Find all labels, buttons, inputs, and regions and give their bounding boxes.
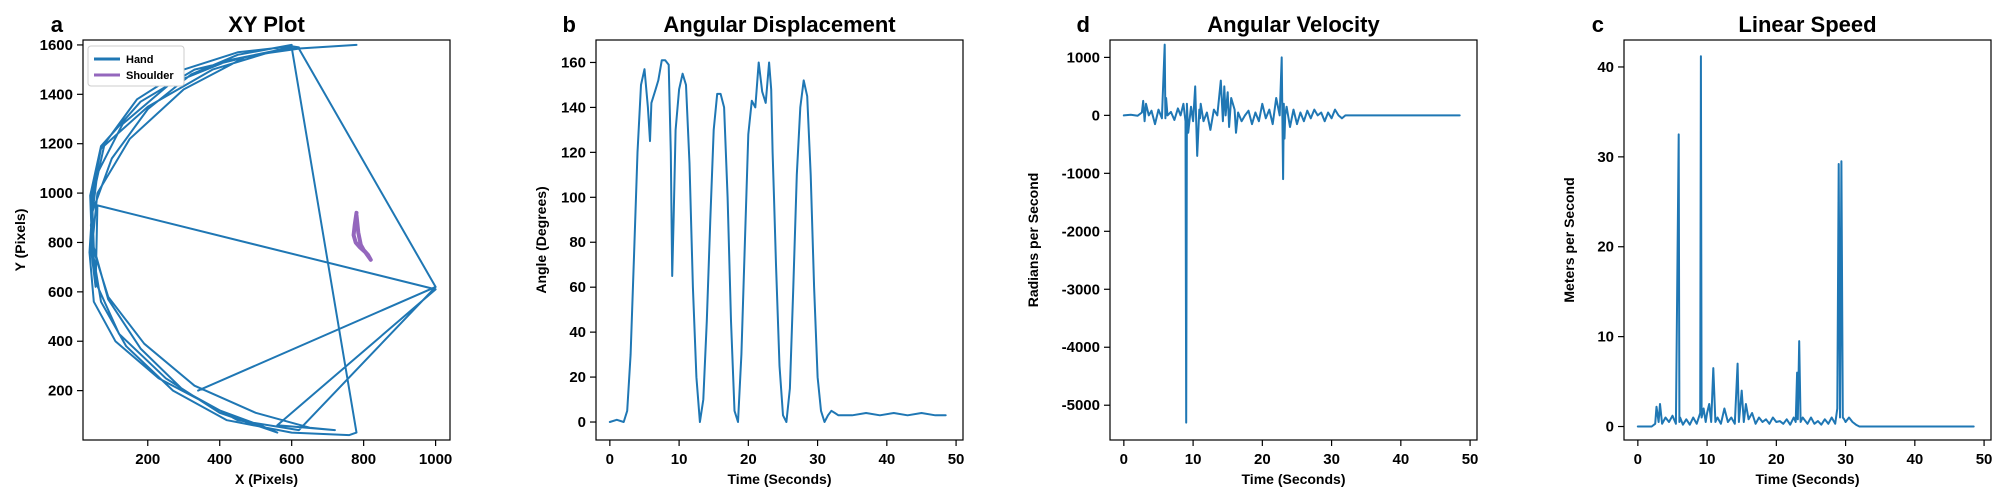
chart-title: Linear Speed xyxy=(1738,12,1876,37)
x-tick-label: 200 xyxy=(135,451,160,468)
x-tick-label: 1000 xyxy=(419,451,452,468)
chart-panel-speed: 0 10 20 30 40 50 0 10 20 30 40 Linear Speed c Time (S… xyxy=(1561,12,1992,487)
x-tick-label: 50 xyxy=(1976,451,1993,468)
x-axis-label: Time (Seconds) xyxy=(728,471,832,487)
axes-frame xyxy=(595,39,964,441)
y-tick-label: 60 xyxy=(569,279,586,296)
x-tick-label: 30 xyxy=(1323,451,1340,468)
axes-frame xyxy=(1623,39,1992,441)
x-tick-label: 10 xyxy=(1185,451,1202,468)
series-line-speed-0 xyxy=(1636,55,1975,428)
x-axis-label: Time (Seconds) xyxy=(1242,471,1346,487)
x-tick-label: 50 xyxy=(1462,451,1479,468)
y-tick-label: 600 xyxy=(48,284,73,301)
axes-frame xyxy=(82,39,451,441)
y-tick-label: 1400 xyxy=(40,86,73,103)
series-line-angle-0 xyxy=(608,59,947,423)
y-tick-label: 1000 xyxy=(1067,49,1100,66)
axes-frame xyxy=(1109,39,1478,441)
y-tick-label: 30 xyxy=(1597,149,1614,166)
x-tick-label: 50 xyxy=(948,451,965,468)
y-tick-label: -1000 xyxy=(1062,165,1100,182)
x-tick-label: 600 xyxy=(279,451,304,468)
y-tick-label: 400 xyxy=(48,333,73,350)
chart-title: Angular Velocity xyxy=(1207,12,1380,37)
y-tick-label: -4000 xyxy=(1062,339,1100,356)
y-axis-label: Angle (Degrees) xyxy=(533,186,549,293)
chart-panel-angle: 0 10 20 30 40 50 0 20 40 60 80 100 120 140 160 Angular … xyxy=(533,12,964,487)
x-tick-label: 0 xyxy=(1120,451,1128,468)
x-tick-label: 30 xyxy=(809,451,826,468)
y-tick-label: 40 xyxy=(569,324,586,341)
x-tick-label: 40 xyxy=(878,451,895,468)
panel-letter: d xyxy=(1077,12,1090,37)
panel-letter: c xyxy=(1592,12,1604,37)
y-tick-label: 120 xyxy=(561,144,586,161)
y-tick-label: 20 xyxy=(569,369,586,386)
y-tick-label: 0 xyxy=(578,414,586,431)
x-tick-label: 40 xyxy=(1392,451,1409,468)
panel-letter: a xyxy=(51,12,64,37)
chart-title: XY Plot xyxy=(228,12,305,37)
y-tick-label: 1200 xyxy=(40,136,73,153)
legend-entry: Hand xyxy=(126,54,154,66)
y-tick-label: 200 xyxy=(48,383,73,400)
x-axis-label: X (Pixels) xyxy=(235,471,298,487)
y-tick-label: 0 xyxy=(1092,107,1100,124)
y-tick-label: 1600 xyxy=(40,37,73,54)
y-tick-label: 20 xyxy=(1597,239,1614,256)
x-tick-label: 30 xyxy=(1837,451,1854,468)
y-tick-label: 1000 xyxy=(40,185,73,202)
x-tick-label: 10 xyxy=(1699,451,1716,468)
y-tick-label: 100 xyxy=(561,189,586,206)
y-tick-label: 140 xyxy=(561,99,586,116)
y-axis-label: Meters per Second xyxy=(1561,177,1577,302)
chart-panel-velocity: 0 10 20 30 40 50 -5000 -4000 -3000 -2000 -1000 0 100… xyxy=(1025,12,1478,487)
y-tick-label: -3000 xyxy=(1062,281,1100,298)
x-tick-label: 20 xyxy=(740,451,757,468)
y-tick-label: 0 xyxy=(1606,419,1614,436)
chart-title: Angular Displacement xyxy=(663,12,896,37)
y-tick-label: 160 xyxy=(561,54,586,71)
y-tick-label: 80 xyxy=(569,234,586,251)
x-tick-label: 20 xyxy=(1254,451,1271,468)
x-tick-label: 400 xyxy=(207,451,232,468)
series-line-xy-1 xyxy=(351,210,373,262)
y-tick-label: 800 xyxy=(48,234,73,251)
x-tick-label: 10 xyxy=(671,451,688,468)
x-tick-label: 20 xyxy=(1768,451,1785,468)
y-tick-label: -5000 xyxy=(1062,397,1100,414)
y-tick-label: 10 xyxy=(1597,329,1614,346)
x-tick-label: 800 xyxy=(351,451,376,468)
legend-entry: Shoulder xyxy=(126,70,174,82)
series-line-xy-0 xyxy=(88,43,437,437)
y-axis-label: Y (Pixels) xyxy=(12,209,28,272)
x-axis-label: Time (Seconds) xyxy=(1756,471,1860,487)
x-tick-label: 0 xyxy=(606,451,614,468)
y-tick-label: 40 xyxy=(1597,59,1614,76)
panel-letter: b xyxy=(563,12,576,37)
x-tick-label: 40 xyxy=(1906,451,1923,468)
chart-panel-xy: 200 400 600 800 1000 200 400 600 800 1000 1200 1400… xyxy=(12,12,452,487)
x-tick-label: 0 xyxy=(1634,451,1642,468)
y-axis-label: Radians per Second xyxy=(1025,173,1041,308)
y-tick-label: -2000 xyxy=(1062,223,1100,240)
series-line-velocity-0 xyxy=(1122,43,1461,424)
